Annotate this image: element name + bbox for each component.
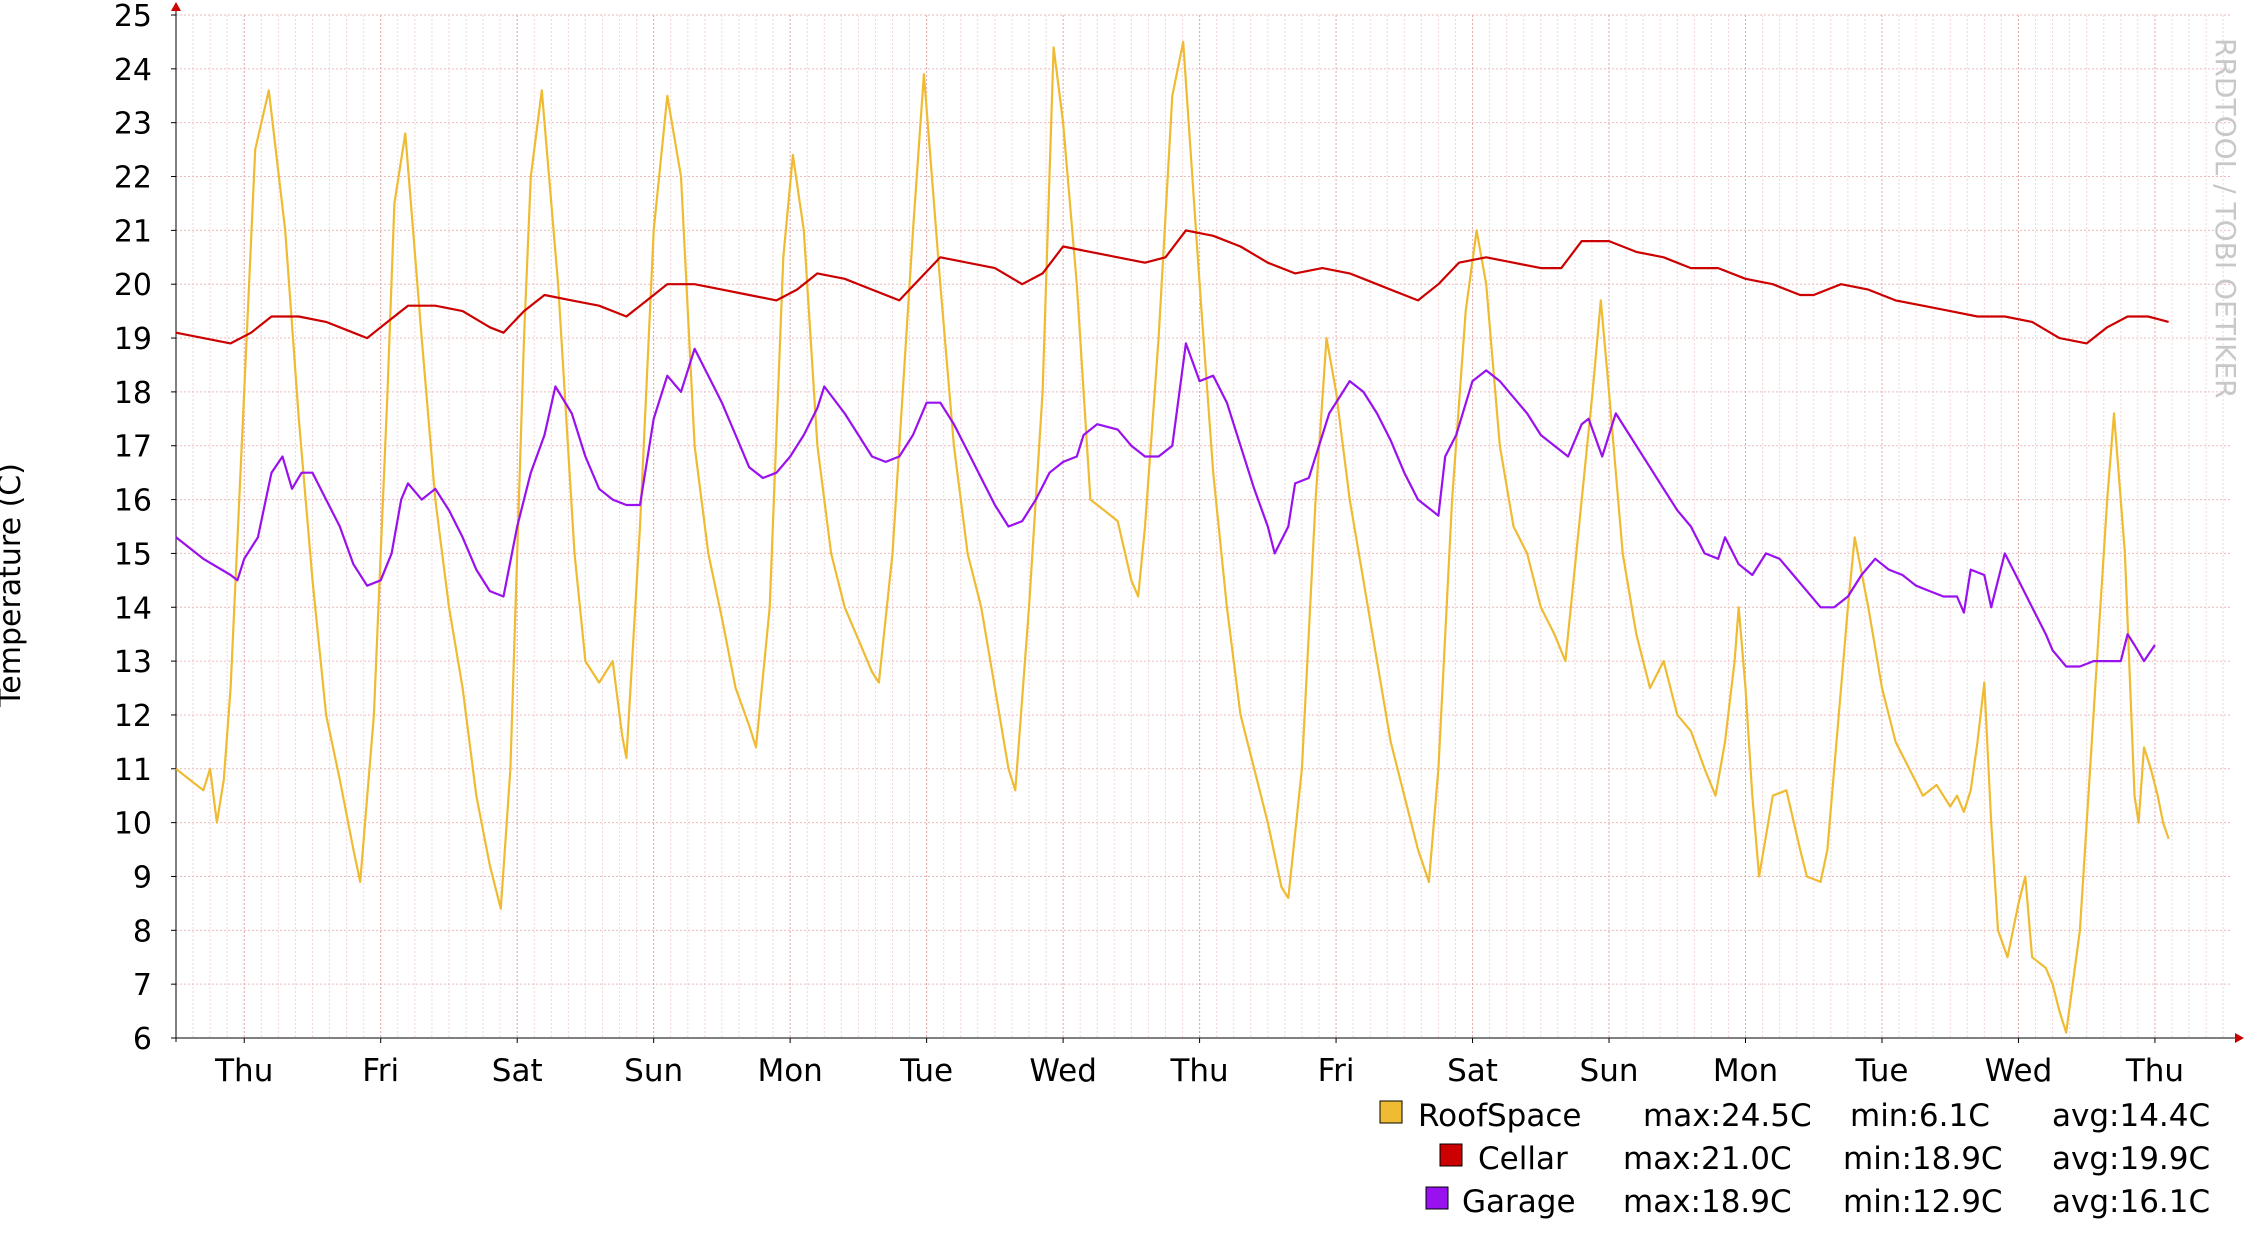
y-tick-label: 15 xyxy=(114,537,152,572)
legend-max: max:21.0C xyxy=(1623,1141,1792,1177)
legend-avg: avg:14.4C xyxy=(2052,1098,2210,1134)
series-line-garage xyxy=(175,342,2156,668)
x-tick-label: Sat xyxy=(1447,1053,1498,1089)
y-tick-label: 18 xyxy=(114,376,152,411)
y-tick-label: 13 xyxy=(114,645,152,680)
y-tick-label: 10 xyxy=(114,807,152,842)
x-tick-label: Wed xyxy=(1985,1053,2053,1089)
y-axis-label: Temperature (C) xyxy=(0,463,28,708)
legend-max: max:24.5C xyxy=(1643,1098,1812,1134)
x-tick-label: Thu xyxy=(1169,1053,1228,1089)
legend-name-garage: Garage xyxy=(1462,1184,1576,1220)
x-tick-label: Tue xyxy=(899,1053,953,1089)
legend-name-roofspace: RoofSpace xyxy=(1418,1098,1581,1134)
y-tick-label: 7 xyxy=(133,968,152,1003)
x-tick-label: Thu xyxy=(2125,1053,2184,1089)
legend-min: min:6.1C xyxy=(1850,1098,1990,1134)
x-axis-arrow xyxy=(2235,1033,2244,1043)
x-tick-label: Mon xyxy=(757,1053,822,1089)
legend-avg: avg:19.9C xyxy=(2052,1141,2210,1177)
y-tick-label: 8 xyxy=(133,914,152,949)
x-tick-label: Thu xyxy=(214,1053,273,1089)
x-tick-label: Sun xyxy=(1580,1053,1639,1089)
y-tick-label: 6 xyxy=(133,1022,152,1057)
y-tick-label: 14 xyxy=(114,591,152,626)
y-tick-label: 17 xyxy=(114,430,152,465)
series-line-roofspace xyxy=(175,40,2170,1034)
x-tick-label: Fri xyxy=(1318,1053,1355,1089)
y-tick-label: 24 xyxy=(114,53,152,88)
watermark-text: RRDTOOL / TOBI OETIKER xyxy=(2209,38,2242,399)
y-tick-label: 16 xyxy=(114,484,152,519)
legend-min: min:18.9C xyxy=(1843,1141,2003,1177)
legend-name-cellar: Cellar xyxy=(1478,1141,1568,1177)
legend-max: max:18.9C xyxy=(1623,1184,1792,1220)
y-tick-label: 9 xyxy=(133,860,152,895)
legend-swatch-roofspace xyxy=(1379,1100,1403,1124)
y-tick-label: 11 xyxy=(114,753,152,788)
y-axis-arrow xyxy=(171,2,181,11)
x-tick-label: Wed xyxy=(1029,1053,1097,1089)
y-tick-label: 22 xyxy=(114,161,152,196)
y-tick-label: 19 xyxy=(114,322,152,357)
y-tick-label: 20 xyxy=(114,268,152,303)
legend-min: min:12.9C xyxy=(1843,1184,2003,1220)
x-tick-label: Mon xyxy=(1713,1053,1778,1089)
legend-avg: avg:16.1C xyxy=(2052,1184,2210,1220)
x-tick-label: Sun xyxy=(624,1053,683,1089)
y-tick-label: 23 xyxy=(114,107,152,142)
y-tick-label: 21 xyxy=(114,214,152,249)
x-tick-label: Tue xyxy=(1855,1053,1909,1089)
series-line-cellar xyxy=(175,229,2169,345)
legend-swatch-cellar xyxy=(1439,1143,1463,1167)
legend-swatch-garage xyxy=(1425,1186,1449,1210)
x-tick-label: Fri xyxy=(362,1053,399,1089)
y-tick-label: 25 xyxy=(114,0,152,34)
y-tick-label: 12 xyxy=(114,699,152,734)
x-tick-label: Sat xyxy=(492,1053,543,1089)
